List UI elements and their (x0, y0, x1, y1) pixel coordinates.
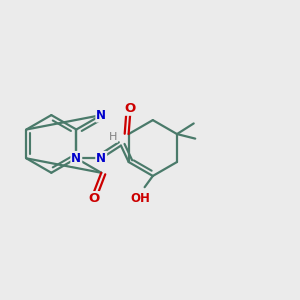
Text: N: N (96, 152, 106, 165)
Text: OH: OH (131, 192, 151, 205)
Text: N: N (96, 109, 106, 122)
Text: H: H (109, 132, 118, 142)
Text: N: N (71, 152, 81, 165)
Text: O: O (88, 192, 99, 205)
Text: O: O (124, 102, 136, 115)
